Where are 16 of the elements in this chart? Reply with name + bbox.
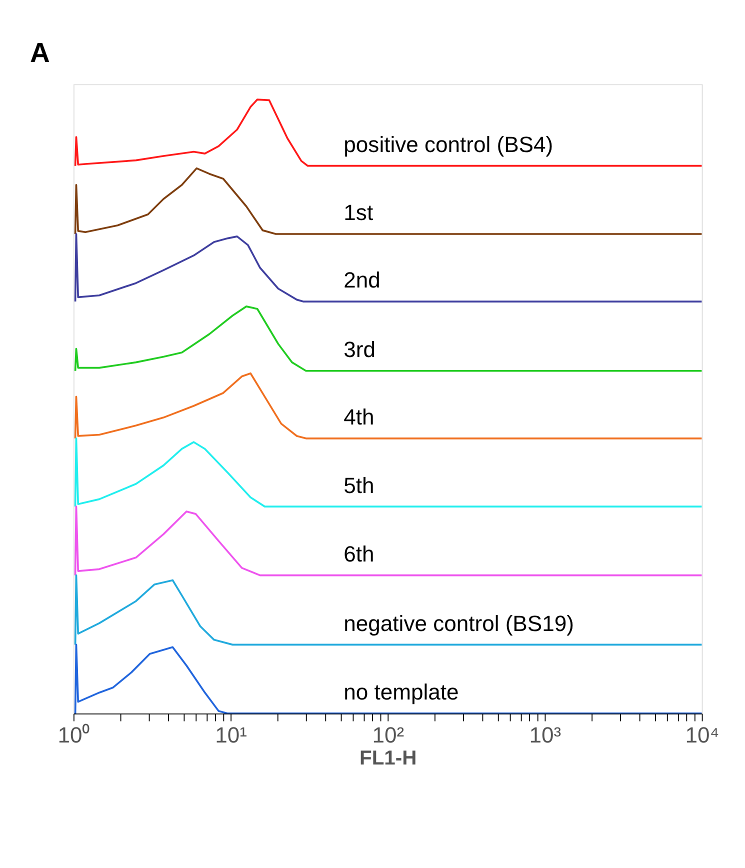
x-tick-label: 10¹	[215, 722, 247, 748]
series-label: 2nd	[344, 268, 380, 293]
x-axis-title: FL1-H	[360, 747, 417, 770]
x-tick-label: 10⁰	[58, 722, 90, 748]
x-tick-label: 10⁴	[685, 722, 720, 748]
series-label: positive control (BS4)	[344, 132, 554, 158]
series-label: no template	[344, 680, 459, 705]
series-label: 6th	[344, 542, 374, 567]
series-label: 4th	[344, 404, 374, 430]
series-label: negative control (BS19)	[344, 610, 574, 636]
series-label: 3rd	[344, 337, 376, 362]
series-label: 5th	[344, 472, 374, 498]
series-label: 1st	[344, 200, 374, 226]
chart-title: A	[30, 37, 50, 68]
x-tick-label: 10²	[372, 722, 404, 748]
x-tick-label: 10³	[529, 722, 562, 748]
